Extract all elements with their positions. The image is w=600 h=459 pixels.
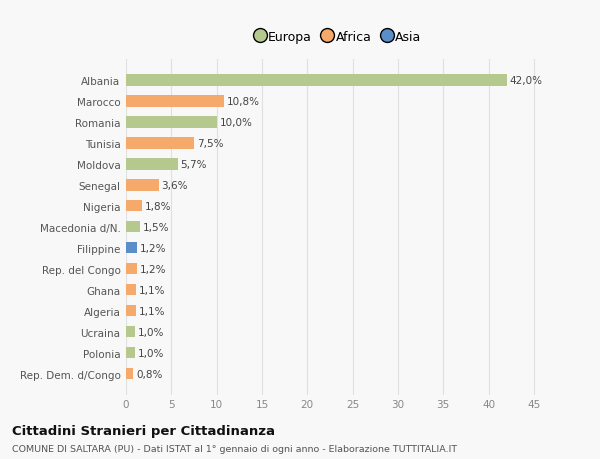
- Bar: [126, 242, 137, 254]
- Bar: [126, 263, 137, 275]
- Bar: [126, 305, 136, 317]
- Bar: [126, 96, 224, 107]
- Text: COMUNE DI SALTARA (PU) - Dati ISTAT al 1° gennaio di ogni anno - Elaborazione TU: COMUNE DI SALTARA (PU) - Dati ISTAT al 1…: [12, 444, 457, 453]
- Bar: [126, 138, 194, 149]
- Bar: [126, 221, 140, 233]
- Text: 7,5%: 7,5%: [197, 139, 223, 148]
- Text: Cittadini Stranieri per Cittadinanza: Cittadini Stranieri per Cittadinanza: [12, 424, 275, 437]
- Bar: [126, 117, 217, 128]
- Text: 1,0%: 1,0%: [138, 348, 164, 358]
- Text: 1,1%: 1,1%: [139, 306, 165, 316]
- Bar: [126, 75, 506, 86]
- Text: 1,5%: 1,5%: [142, 222, 169, 232]
- Text: 0,8%: 0,8%: [136, 369, 163, 379]
- Text: 1,2%: 1,2%: [140, 243, 166, 253]
- Text: 1,8%: 1,8%: [145, 202, 172, 211]
- Text: 1,0%: 1,0%: [138, 327, 164, 337]
- Bar: [126, 179, 158, 191]
- Bar: [126, 347, 135, 358]
- Text: 10,0%: 10,0%: [220, 118, 252, 128]
- Text: 1,1%: 1,1%: [139, 285, 165, 295]
- Bar: [126, 284, 136, 296]
- Text: 5,7%: 5,7%: [181, 159, 207, 169]
- Text: 3,6%: 3,6%: [161, 180, 188, 190]
- Text: 1,2%: 1,2%: [140, 264, 166, 274]
- Bar: [126, 326, 135, 338]
- Bar: [126, 368, 133, 380]
- Text: 10,8%: 10,8%: [227, 96, 260, 106]
- Bar: [126, 201, 142, 212]
- Bar: [126, 159, 178, 170]
- Text: 42,0%: 42,0%: [509, 76, 542, 86]
- Legend: Europa, Africa, Asia: Europa, Africa, Asia: [251, 26, 427, 49]
